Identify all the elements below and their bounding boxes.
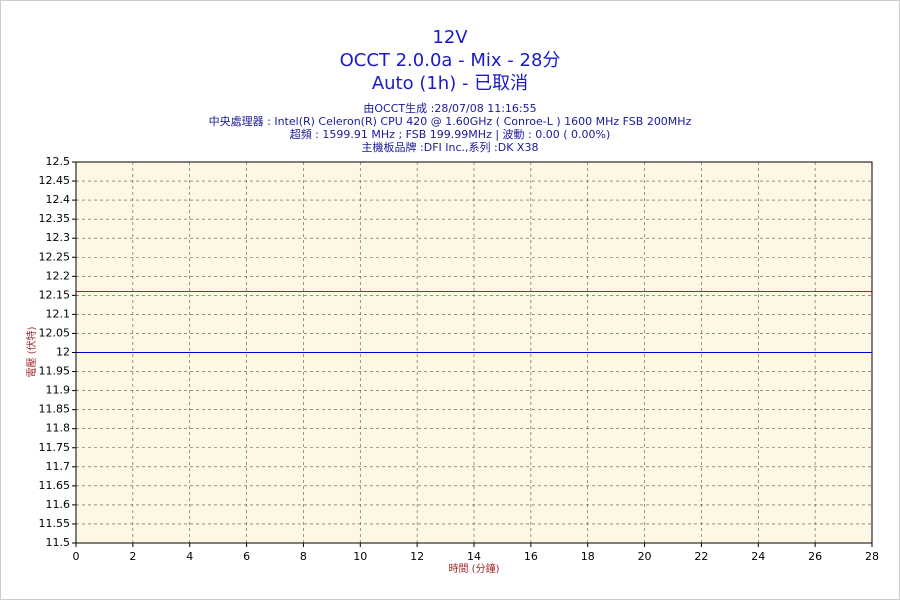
x-tick-label: 0 xyxy=(73,550,80,563)
y-tick-label: 11.85 xyxy=(39,403,71,416)
y-tick-label: 12.4 xyxy=(46,193,71,206)
y-tick-label: 11.95 xyxy=(39,365,71,378)
x-axis-label: 時間 (分鐘) xyxy=(449,562,500,575)
y-tick-label: 12.3 xyxy=(46,231,71,244)
x-tick-label: 6 xyxy=(243,550,250,563)
x-tick-label: 18 xyxy=(581,550,595,563)
y-tick-label: 12.15 xyxy=(39,288,71,301)
x-tick-label: 14 xyxy=(467,550,481,563)
x-tick-label: 24 xyxy=(751,550,765,563)
chart-subtitle: 超頻 : 1599.91 MHz ; FSB 199.99MHz | 波動 : … xyxy=(290,127,611,141)
y-tick-label: 12.05 xyxy=(39,326,71,339)
y-tick-label: 11.7 xyxy=(46,460,71,473)
chart-subtitle: 中央處理器 : Intel(R) Celeron(R) CPU 420 @ 1.… xyxy=(209,114,692,128)
y-tick-label: 12.35 xyxy=(39,212,71,225)
x-tick-label: 28 xyxy=(865,550,879,563)
x-tick-label: 22 xyxy=(694,550,708,563)
chart-subtitle: 由OCCT生成 :28/07/08 11:16:55 xyxy=(363,101,536,115)
chart-title: Auto (1h) - 已取消 xyxy=(372,73,528,94)
y-tick-label: 12 xyxy=(56,346,70,359)
chart-subtitle: 主機板品牌 :DFI Inc.,系列 :DK X38 xyxy=(362,140,539,154)
y-tick-label: 11.75 xyxy=(39,441,71,454)
y-tick-label: 11.6 xyxy=(46,498,71,511)
x-tick-label: 16 xyxy=(524,550,538,563)
y-tick-label: 12.45 xyxy=(39,174,71,187)
y-tick-label: 11.8 xyxy=(46,422,71,435)
x-tick-label: 8 xyxy=(300,550,307,563)
y-tick-label: 12.1 xyxy=(46,307,71,320)
chart-title: 12V xyxy=(432,27,468,48)
y-tick-label: 12.2 xyxy=(46,269,71,282)
y-axis-label: 電壓 (伏特) xyxy=(25,326,38,377)
y-tick-label: 11.65 xyxy=(39,479,71,492)
x-tick-label: 12 xyxy=(410,550,424,563)
plot-border xyxy=(75,161,873,544)
y-tick-label: 12.5 xyxy=(46,155,71,168)
chart-title: OCCT 2.0.0a - Mix - 28分 xyxy=(340,50,561,71)
x-tick-label: 4 xyxy=(186,550,193,563)
x-tick-label: 10 xyxy=(353,550,367,563)
y-tick-label: 11.55 xyxy=(39,517,71,530)
y-tick-label: 11.5 xyxy=(46,536,71,549)
x-tick-label: 26 xyxy=(808,550,822,563)
x-tick-label: 2 xyxy=(129,550,136,563)
y-tick-label: 12.25 xyxy=(39,250,71,263)
x-tick-label: 20 xyxy=(638,550,652,563)
y-tick-label: 11.9 xyxy=(46,384,71,397)
